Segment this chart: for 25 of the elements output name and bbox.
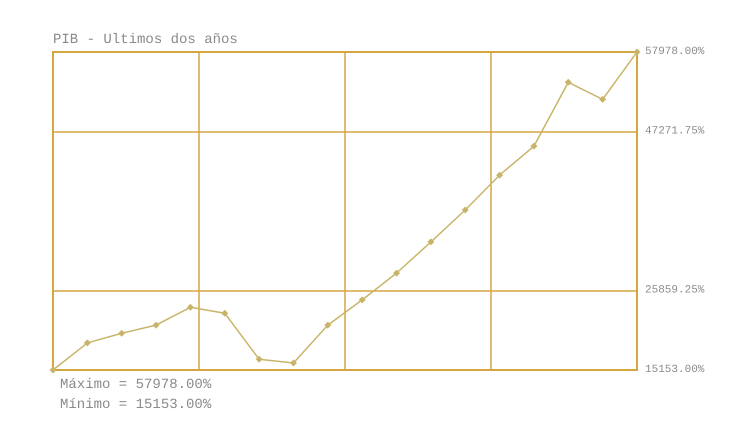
point (324, 322, 332, 329)
y-tick-label: 47271.75% (645, 126, 705, 138)
point (118, 330, 126, 337)
point (427, 238, 434, 246)
point (634, 48, 640, 56)
point (152, 322, 160, 329)
y-tick-label: 57978.00% (645, 46, 705, 58)
point (530, 142, 538, 150)
point (358, 296, 366, 304)
text: Mínimo = 15153.00% (60, 397, 212, 413)
point (50, 366, 56, 374)
point (393, 270, 400, 277)
point (84, 339, 91, 346)
point (221, 310, 228, 317)
y-tick-label: 25859.25% (645, 284, 705, 296)
text: Máximo = 57978.00% (60, 377, 212, 393)
chart-title: PIB - Ultimos dos años (53, 32, 238, 48)
point (496, 172, 504, 179)
point (564, 78, 572, 86)
point (290, 359, 297, 366)
point (462, 206, 469, 214)
y-tick-label: 15153.00% (645, 364, 705, 376)
point (256, 356, 263, 363)
point (186, 304, 194, 311)
point (599, 96, 606, 103)
